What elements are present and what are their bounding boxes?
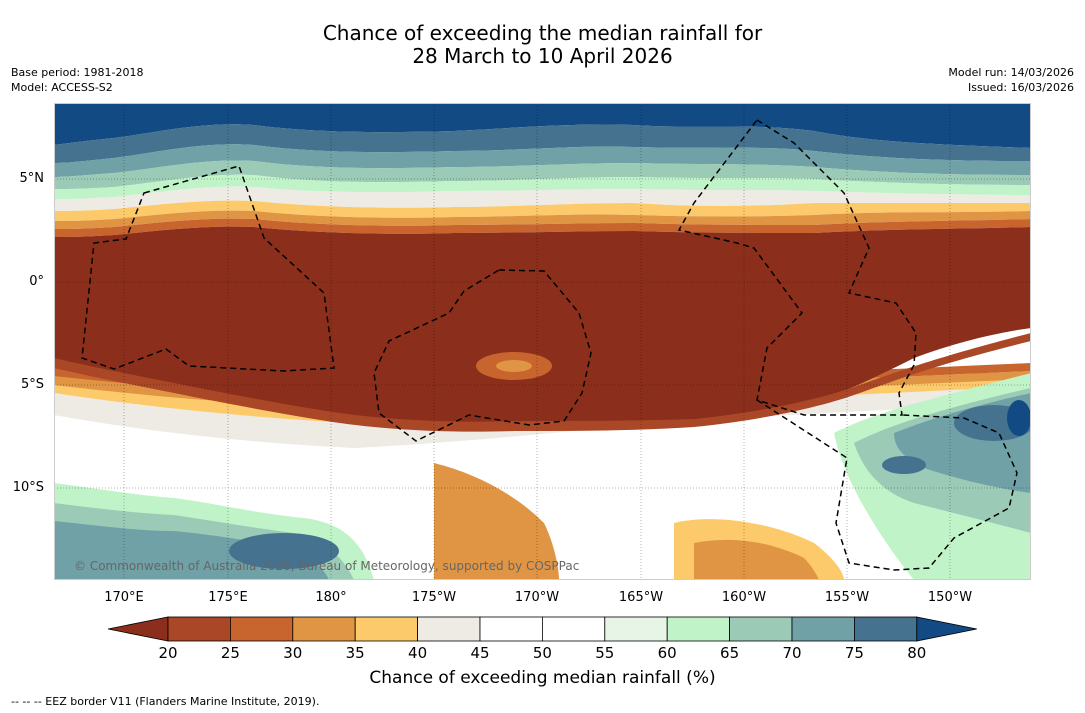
band-north-orange bbox=[54, 210, 1031, 229]
colorbar-tick-label: 80 bbox=[907, 644, 927, 662]
colorbar-segment bbox=[292, 616, 356, 642]
colorbar-extend-low bbox=[108, 616, 169, 642]
region-north-lightgreen bbox=[54, 160, 1031, 189]
lat-label-5n: 5°N bbox=[19, 171, 45, 186]
region-north-deep-blue bbox=[54, 103, 1031, 148]
colorbar-label: Chance of exceeding median rainfall (%) bbox=[369, 668, 716, 688]
band-north-burnt-orange bbox=[54, 218, 1031, 237]
eez-kiribati-west bbox=[81, 165, 335, 372]
colorbar-tick-label: 50 bbox=[532, 644, 552, 662]
map-frame bbox=[54, 103, 1031, 580]
band-north-yellow bbox=[54, 200, 1031, 221]
southeast-wet-deepblue bbox=[1007, 400, 1031, 436]
region-north-pale bbox=[54, 174, 1031, 199]
colorbar-tick-label: 30 bbox=[283, 644, 303, 662]
title-line-2: 28 March to 10 April 2026 bbox=[412, 44, 673, 68]
colorbar-tick-label: 75 bbox=[844, 644, 864, 662]
dry-core-patch-inner bbox=[496, 360, 532, 372]
eez-kiribati-central bbox=[373, 269, 592, 442]
south-central-orange bbox=[434, 463, 559, 580]
colorbar-segment bbox=[729, 616, 793, 642]
dry-core-edge bbox=[54, 333, 1031, 432]
colorbar-tick-label: 35 bbox=[345, 644, 365, 662]
lon-label-170e: 170°E bbox=[104, 590, 144, 605]
lat-label-10s: 10°S bbox=[12, 480, 44, 495]
colorbar-tick-label: 70 bbox=[782, 644, 802, 662]
lon-label-175e: 175°E bbox=[208, 590, 248, 605]
lon-label-165w: 165°W bbox=[618, 590, 664, 605]
issued-date: Issued: 16/03/2026 bbox=[967, 81, 1074, 94]
dry-core bbox=[54, 226, 1031, 428]
colorbar-segment bbox=[604, 616, 668, 642]
colorbar-tick-label: 40 bbox=[408, 644, 428, 662]
colorbar-tick-label: 60 bbox=[657, 644, 677, 662]
eez-legend: -- -- -- EEZ border V11 (Flanders Marine… bbox=[11, 695, 320, 708]
colorbar-segment bbox=[541, 616, 606, 642]
map-copyright: © Commonwealth of Australia 2026, Bureau… bbox=[74, 559, 579, 573]
southeast-small-blue bbox=[882, 456, 926, 474]
meta-right: Model run: 14/03/2026 Issued: 16/03/2026 bbox=[948, 65, 1074, 95]
colorbar-tick-label: 45 bbox=[470, 644, 490, 662]
lon-label-160w: 160°W bbox=[721, 590, 767, 605]
colorbar-segment bbox=[479, 616, 543, 642]
lon-label-175w: 175°W bbox=[411, 590, 457, 605]
colorbar-tick-label: 55 bbox=[595, 644, 615, 662]
region-north-blue bbox=[54, 124, 1031, 163]
rainfall-map: © Commonwealth of Australia 2026, Bureau… bbox=[54, 103, 1031, 580]
eez-cook-north bbox=[756, 399, 1018, 571]
colorbar-extend-high bbox=[916, 616, 977, 642]
colorbar-segment bbox=[666, 616, 731, 642]
lon-label-170w: 170°W bbox=[514, 590, 560, 605]
eez-kiribati-east bbox=[677, 119, 917, 416]
southwest-wet-blue bbox=[229, 533, 339, 569]
colorbar-tick-label: 65 bbox=[720, 644, 740, 662]
colorbar-tick-label: 25 bbox=[220, 644, 240, 662]
graticule bbox=[54, 103, 1031, 580]
meta-left: Base period: 1981-2018 Model: ACCESS-S2 bbox=[11, 65, 143, 95]
colorbar-segment bbox=[791, 616, 855, 642]
model-run: Model run: 14/03/2026 bbox=[948, 66, 1074, 79]
lon-label-155w: 155°W bbox=[824, 590, 870, 605]
south-central-orange-2 bbox=[694, 539, 819, 580]
colorbar-segment bbox=[417, 616, 481, 642]
colorbar-segment bbox=[167, 616, 231, 642]
colorbar-segment bbox=[854, 616, 918, 642]
base-period: Base period: 1981-2018 bbox=[11, 66, 144, 79]
colorbar-segment bbox=[354, 616, 418, 642]
lat-label-0: 0° bbox=[29, 274, 44, 289]
lat-label-5s: 5°S bbox=[20, 377, 44, 392]
region-north-teal bbox=[54, 144, 1031, 177]
model-name: Model: ACCESS-S2 bbox=[11, 81, 113, 94]
map-title: Chance of exceeding the median rainfall … bbox=[0, 22, 1085, 68]
title-line-1: Chance of exceeding the median rainfall … bbox=[322, 21, 763, 45]
colorbar bbox=[108, 616, 977, 642]
band-north-lightgrey bbox=[54, 186, 1031, 211]
lon-label-150w: 150°W bbox=[927, 590, 973, 605]
eez-borders bbox=[81, 119, 1018, 571]
colorbar-segment bbox=[230, 616, 294, 642]
lon-label-180: 180° bbox=[315, 590, 347, 605]
colorbar-tick-label: 20 bbox=[158, 644, 178, 662]
